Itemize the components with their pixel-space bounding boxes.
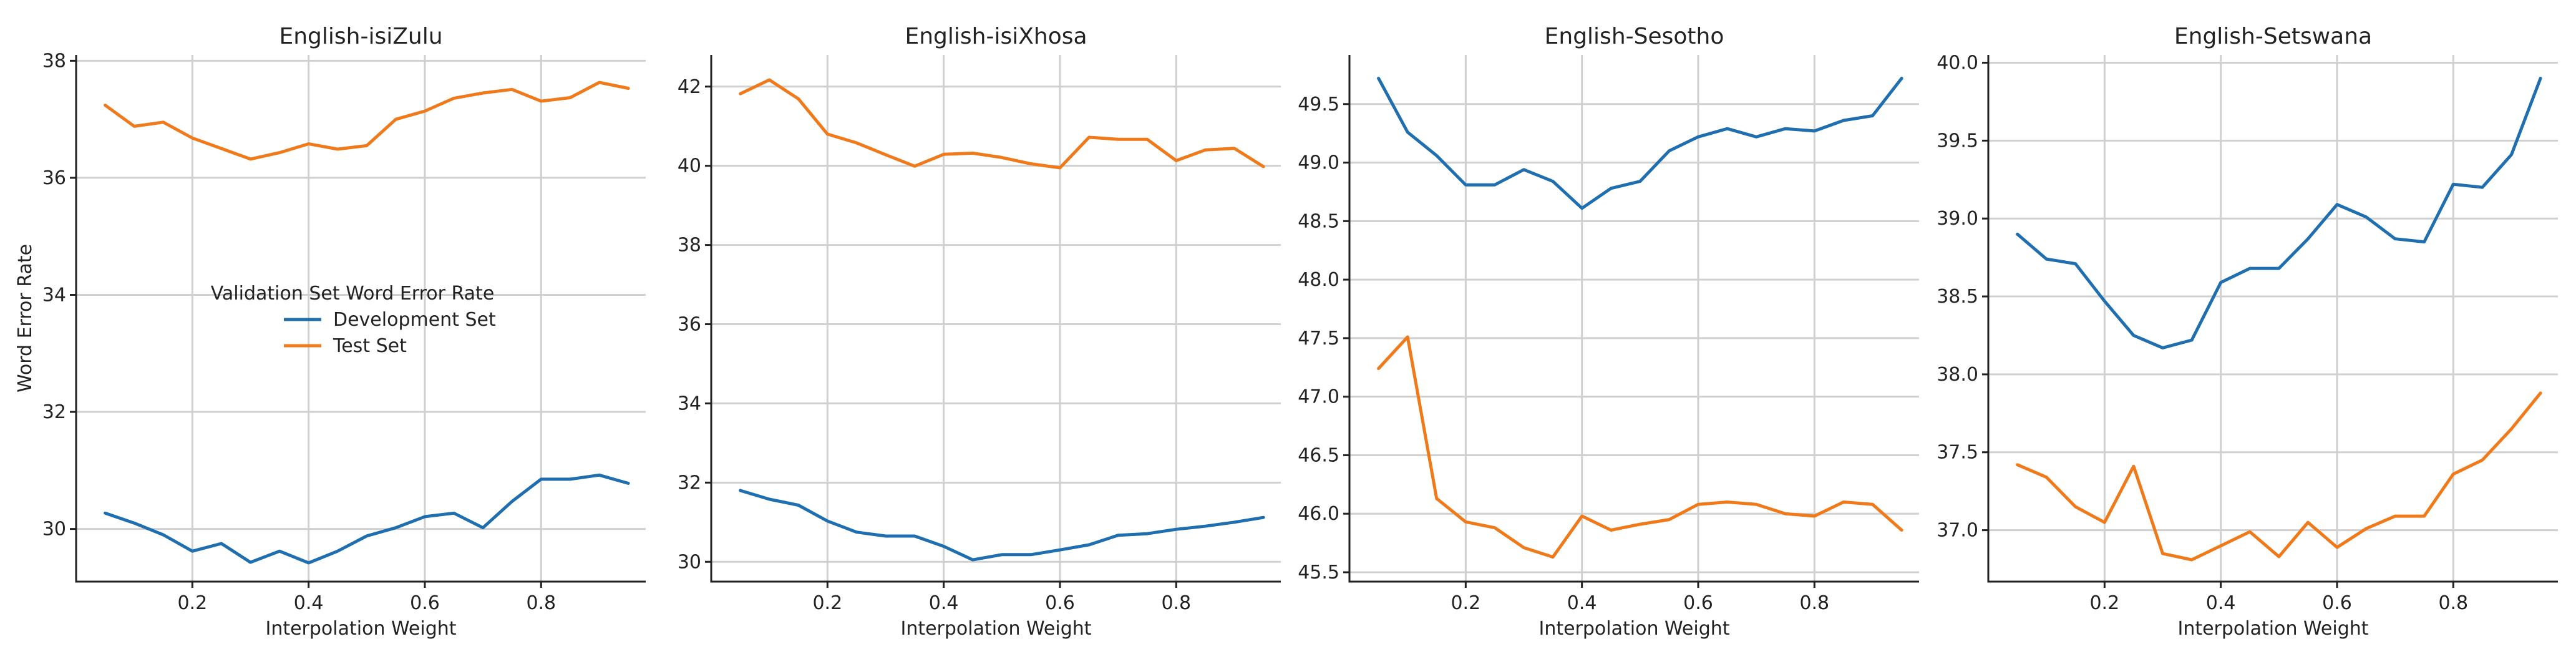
panel-2-y-tick-label: 32 xyxy=(678,472,701,494)
panel-4-y-tick-label: 39.5 xyxy=(1937,130,1978,152)
panel-2-title: English-isiXhosa xyxy=(905,24,1087,49)
panel-3-x-tick-label: 0.2 xyxy=(1451,592,1480,614)
panel-1-y-tick-label: 32 xyxy=(42,401,66,423)
panel-2-x-label: Interpolation Weight xyxy=(900,618,1091,640)
panel-1-x-label: Interpolation Weight xyxy=(265,618,456,640)
panel-3-x-tick-label: 0.6 xyxy=(1683,592,1713,614)
panel-3-y-tick-label: 49.0 xyxy=(1298,152,1339,174)
panel-4-y-tick-label: 38.0 xyxy=(1937,364,1978,386)
panel-4-y-tick-label: 38.5 xyxy=(1937,286,1978,308)
panel-2-development-set-line xyxy=(739,489,1265,562)
panel-4-development-set-line xyxy=(2016,77,2542,349)
panel-4-y-tick-label: 37.0 xyxy=(1937,520,1978,542)
panel-4-title: English-Setswana xyxy=(2174,24,2372,49)
panel-2-x-tick-label: 0.4 xyxy=(929,592,959,614)
legend-title: Validation Set Word Error Rate xyxy=(211,283,495,305)
panel-3-y-tick-label: 46.0 xyxy=(1298,503,1339,525)
panel-3-y-tick-label: 45.5 xyxy=(1298,562,1339,583)
panel-3-x-tick-label: 0.4 xyxy=(1567,592,1597,614)
panel-4-x-tick-label: 0.2 xyxy=(2089,592,2119,614)
panel-4-test-set-line xyxy=(2016,391,2542,562)
panel-1-x-tick-label: 0.8 xyxy=(526,592,556,614)
panel-3-y-tick-label: 48.0 xyxy=(1298,269,1339,291)
panel-1-y-tick-label: 34 xyxy=(42,284,66,306)
panel-3-y-tick-label: 48.5 xyxy=(1298,210,1339,232)
panel-3-test-set-line xyxy=(1377,335,1903,559)
panel-1-x-tick-label: 0.6 xyxy=(410,592,440,614)
panel-2-x-tick-label: 0.8 xyxy=(1161,592,1191,614)
panel-4-x-tick-label: 0.4 xyxy=(2206,592,2236,614)
panel-2-y-tick-label: 34 xyxy=(678,393,701,414)
panel-1-y-tick-label: 38 xyxy=(42,50,66,72)
panel-2-y-tick-label: 42 xyxy=(678,76,701,98)
panel-3-title: English-Sesotho xyxy=(1545,24,1724,49)
legend-label-development-set: Development Set xyxy=(333,309,496,331)
panel-1-y-tick-label: 36 xyxy=(42,167,66,189)
panel-3-y-tick-label: 46.5 xyxy=(1298,444,1339,466)
panel-3-y-tick-label: 47.5 xyxy=(1298,328,1339,349)
panel-4-y-tick-label: 40.0 xyxy=(1937,52,1978,74)
panel-4-x-tick-label: 0.8 xyxy=(2438,592,2468,614)
panel-2-test-set-line xyxy=(739,78,1265,170)
panel-1-title: English-isiZulu xyxy=(279,24,442,49)
legend-label-test-set: Test Set xyxy=(333,335,407,357)
panel-4-y-tick-label: 39.0 xyxy=(1937,208,1978,230)
panel-4-x-tick-label: 0.6 xyxy=(2322,592,2352,614)
panel-2-y-tick-label: 38 xyxy=(678,235,701,256)
panel-1-y-label: Word Error Rate xyxy=(14,244,36,393)
panel-3-y-tick-label: 49.5 xyxy=(1298,94,1339,115)
panel-1-y-tick-label: 30 xyxy=(42,519,66,540)
panel-4-x-label: Interpolation Weight xyxy=(2177,618,2368,640)
panel-2-y-tick-label: 36 xyxy=(678,314,701,336)
panel-2-x-tick-label: 0.2 xyxy=(812,592,842,614)
panel-1-development-set-line xyxy=(104,473,630,565)
panel-1-test-set-line xyxy=(104,81,630,161)
panel-3-y-tick-label: 47.0 xyxy=(1298,386,1339,408)
panel-3-x-tick-label: 0.8 xyxy=(1799,592,1829,614)
panel-3-development-set-line xyxy=(1377,77,1903,210)
panel-2-x-tick-label: 0.6 xyxy=(1045,592,1075,614)
panel-2-y-tick-label: 30 xyxy=(678,551,701,573)
panel-1-x-tick-label: 0.4 xyxy=(294,592,324,614)
panel-2-y-tick-label: 40 xyxy=(678,155,701,177)
panel-4-y-tick-label: 37.5 xyxy=(1937,442,1978,464)
panel-3-x-label: Interpolation Weight xyxy=(1538,618,1729,640)
panel-1-x-tick-label: 0.2 xyxy=(177,592,207,614)
